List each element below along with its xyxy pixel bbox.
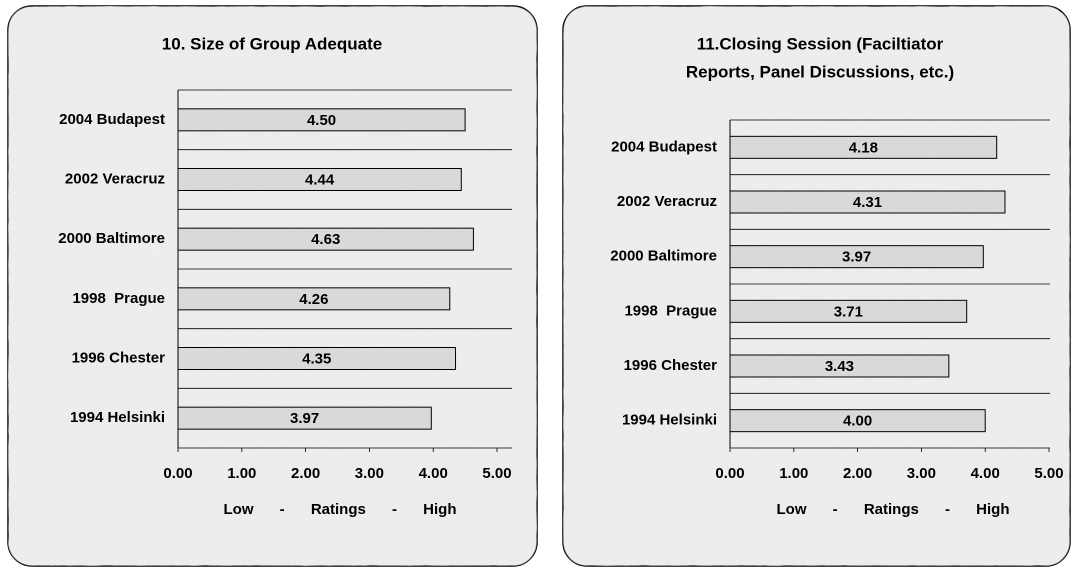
chart-title: Reports, Panel Discussions, etc.) — [686, 62, 954, 81]
x-axis-label: Low - Ratings - High — [777, 501, 1010, 518]
y-tick-label: 2000 Baltimore — [58, 230, 165, 247]
chart-title: 11.Closing Session (Faciltiator — [697, 34, 944, 53]
y-tick-label: 1998 Prague — [624, 302, 717, 319]
y-tick-label: 2004 Budapest — [611, 138, 717, 155]
value-label: 4.00 — [843, 413, 872, 430]
x-tick-label: 4.00 — [971, 465, 1000, 482]
bar — [729, 135, 998, 159]
bar — [177, 168, 462, 191]
value-label: 4.44 — [305, 171, 335, 188]
bar — [177, 227, 474, 251]
bar — [729, 354, 950, 378]
bar — [177, 287, 451, 311]
x-tick-label: 3.00 — [907, 465, 936, 482]
bar — [729, 409, 986, 433]
bar — [177, 108, 466, 132]
y-tick-label: 2000 Baltimore — [610, 248, 717, 265]
value-label: 4.50 — [307, 112, 336, 129]
y-tick-label: 2002 Veracruz — [65, 170, 165, 187]
x-tick-label: 0.00 — [163, 465, 192, 482]
value-label: 4.31 — [853, 194, 882, 211]
x-tick-label: 5.00 — [1034, 465, 1063, 482]
x-tick-label: 5.00 — [482, 465, 511, 482]
y-tick-label: 1998 Prague — [72, 290, 165, 307]
bar — [177, 406, 432, 430]
value-label: 4.63 — [311, 231, 340, 248]
x-tick-label: 3.00 — [355, 465, 384, 482]
y-tick-label: 1994 Helsinki — [622, 412, 717, 429]
value-label: 4.35 — [302, 350, 331, 367]
x-tick-label: 4.00 — [419, 465, 448, 482]
bar — [729, 190, 1006, 214]
y-tick-label: 2002 Veracruz — [617, 193, 717, 210]
panel-texture — [563, 6, 1070, 566]
bar — [177, 347, 457, 370]
value-label: 3.97 — [290, 410, 319, 427]
y-tick-label: 2004 Budapest — [59, 111, 165, 128]
y-tick-label: 1994 Helsinki — [70, 409, 165, 426]
bar — [729, 299, 968, 323]
x-tick-label: 1.00 — [227, 465, 256, 482]
value-label: 4.18 — [849, 139, 878, 156]
chart-title: 10. Size of Group Adequate — [162, 34, 382, 53]
x-tick-label: 2.00 — [291, 465, 320, 482]
value-label: 4.26 — [299, 291, 328, 308]
bar — [729, 245, 984, 269]
y-tick-label: 1996 Chester — [624, 357, 718, 374]
x-tick-label: 2.00 — [843, 465, 872, 482]
x-axis-label: Low - Ratings - High — [224, 501, 457, 518]
value-label: 3.97 — [842, 249, 871, 266]
y-tick-label: 1996 Chester — [72, 349, 166, 366]
value-label: 3.43 — [825, 358, 854, 375]
x-tick-label: 0.00 — [715, 465, 744, 482]
value-label: 3.71 — [834, 303, 863, 320]
x-tick-label: 1.00 — [779, 465, 808, 482]
